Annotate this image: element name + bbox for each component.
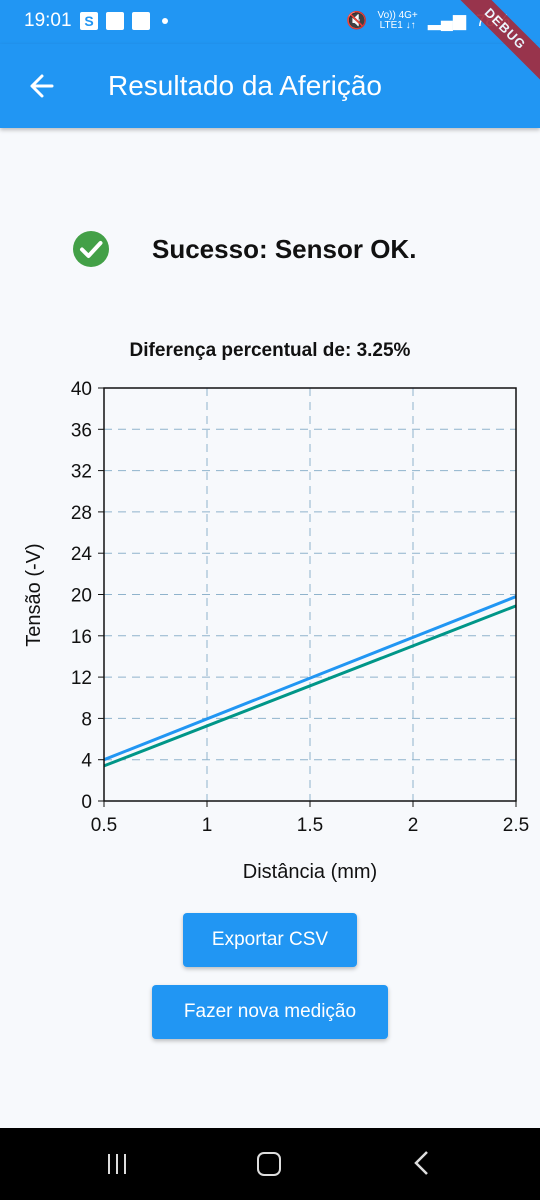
recents-icon-bar — [124, 1154, 126, 1174]
s-app-icon: S — [80, 12, 98, 30]
series-line — [103, 604, 517, 768]
arrow-left-icon — [30, 74, 54, 98]
page-title: Resultado da Aferição — [108, 70, 382, 101]
chevron-left-icon — [414, 1151, 428, 1175]
recents-icon-bar — [116, 1154, 118, 1174]
y-tick-label: 32 — [71, 462, 92, 483]
y-tick-label: 12 — [71, 668, 92, 689]
line-chart: 0.5 1 1.5 2 2.5 0 4 8 12 16 20 24 28 32 36 40 Distância … — [23, 379, 529, 883]
y-tick-label: 28 — [71, 503, 92, 524]
y-tick-label: 36 — [71, 420, 92, 441]
y-tick-label: 16 — [71, 627, 92, 648]
network-indicator: Vo)) 4G+ LTE1 ↓↑ — [377, 10, 418, 31]
signal-icon: ▂▄▆ — [427, 11, 466, 30]
result-message: Sucesso: Sensor OK. — [152, 233, 417, 264]
back-button[interactable] — [22, 66, 62, 106]
series-line — [103, 595, 517, 762]
recents-icon-bar — [108, 1154, 110, 1174]
y-tick-label: 8 — [81, 709, 92, 730]
export-csv-button[interactable]: Exportar CSV — [183, 913, 357, 967]
y-tick-label: 4 — [81, 751, 92, 772]
notification-icons: S — [80, 12, 168, 30]
recents-button[interactable] — [108, 1154, 126, 1174]
y-tick-label: 40 — [71, 379, 92, 400]
voicemail-icon — [132, 12, 150, 30]
check-circle-icon — [73, 231, 109, 267]
x-axis-label: Distância (mm) — [243, 861, 377, 883]
x-tick-label: 2 — [408, 815, 419, 836]
new-measurement-button[interactable]: Fazer nova medição — [152, 985, 388, 1039]
y-tick-label: 0 — [81, 792, 92, 813]
x-tick-label: 2.5 — [503, 815, 529, 836]
result-row: Sucesso: Sensor OK. — [72, 230, 416, 268]
nav-back-button[interactable] — [412, 1150, 430, 1181]
status-time: 19:01 — [24, 10, 72, 31]
more-notifications-icon — [162, 18, 168, 24]
y-tick-label: 20 — [71, 586, 92, 607]
x-tick-label: 0.5 — [91, 815, 117, 836]
chart-title: Diferença percentual de: 3.25% — [129, 340, 411, 361]
y-tick-label: 24 — [71, 544, 93, 565]
app-bar: Resultado da Aferição — [0, 44, 540, 128]
mute-icon: 🔇 — [346, 11, 368, 30]
y-axis-label: Tensão (-V) — [23, 543, 45, 646]
status-bar: 19:01 S 🔇 Vo)) 4G+ LTE1 ↓↑ ▂▄▆ 78% — [0, 0, 540, 44]
system-nav-bar — [0, 1128, 540, 1200]
home-button[interactable] — [257, 1152, 281, 1176]
x-tick-label: 1 — [202, 815, 213, 836]
gallery-icon — [106, 12, 124, 30]
x-tick-label: 1.5 — [297, 815, 323, 836]
